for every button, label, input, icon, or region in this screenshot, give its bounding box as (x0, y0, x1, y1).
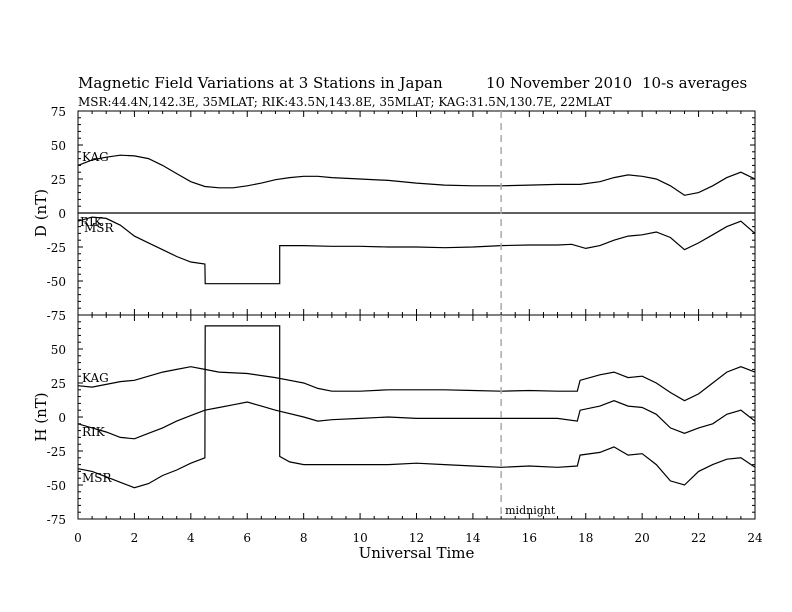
series-h-rik (77, 400, 756, 440)
panel-d-ytick-label: 25 (51, 173, 66, 187)
xtick-label: 0 (74, 531, 82, 545)
panel-d-ytick-label: 50 (51, 139, 66, 153)
panel-h-ytick-label: -25 (47, 445, 66, 459)
x-axis-label: Universal Time (359, 544, 475, 562)
panel-h-ytick-label: -75 (47, 513, 66, 527)
xtick-label: 2 (131, 531, 139, 545)
xtick-label: 8 (300, 531, 308, 545)
xtick-label: 24 (747, 531, 763, 545)
xtick-label: 6 (243, 531, 251, 545)
xtick-label: 4 (187, 531, 195, 545)
chart-title: Magnetic Field Variations at 3 Stations … (78, 74, 443, 92)
panel-d-ytick-label: -25 (47, 241, 66, 255)
panel-d-ylabel: D (nT) (32, 189, 50, 237)
panel-h-ytick-label: 0 (58, 411, 66, 425)
panel-d-ytick-label: 75 (51, 105, 66, 119)
xtick-label: 10 (352, 531, 367, 545)
midnight-label: midnight (505, 504, 556, 517)
xtick-label: 14 (465, 531, 481, 545)
series-label-d-kag: KAG (82, 150, 109, 164)
xtick-label: 22 (691, 531, 706, 545)
xtick-label: 20 (635, 531, 650, 545)
panel-d-ytick-label: -50 (47, 275, 66, 289)
series-h-msr (77, 325, 756, 489)
averaging-label: 10-s averages (642, 74, 747, 92)
series-label-h-rik: RIK (82, 425, 106, 439)
panel-d-ytick-label: -75 (47, 309, 66, 323)
station-info: MSR:44.4N,142.3E, 35MLAT; RIK:43.5N,143.… (78, 95, 612, 109)
xtick-label: 18 (578, 531, 593, 545)
series-d-rik (77, 216, 756, 285)
panel-h-ylabel: H (nT) (32, 392, 50, 441)
series-label-h-kag: KAG (82, 371, 109, 385)
panel-d-ytick-label: 0 (58, 207, 66, 221)
series-label-h-msr: MSR (82, 471, 113, 485)
chart-date: 10 November 2010 (486, 74, 632, 92)
panel-h-frame (77, 314, 756, 520)
panel-h-ytick-label: -50 (47, 479, 66, 493)
panel-h-ytick-label: 25 (51, 377, 66, 391)
series-d-kag (77, 154, 756, 196)
xtick-label: 16 (522, 531, 537, 545)
xtick-label: 12 (409, 531, 424, 545)
panel-h-ytick-label: 50 (51, 343, 66, 357)
series-label-d-rik: RIK (80, 215, 104, 229)
series-h-kag (77, 366, 756, 402)
series-label-d-msr: MSR (84, 221, 115, 235)
